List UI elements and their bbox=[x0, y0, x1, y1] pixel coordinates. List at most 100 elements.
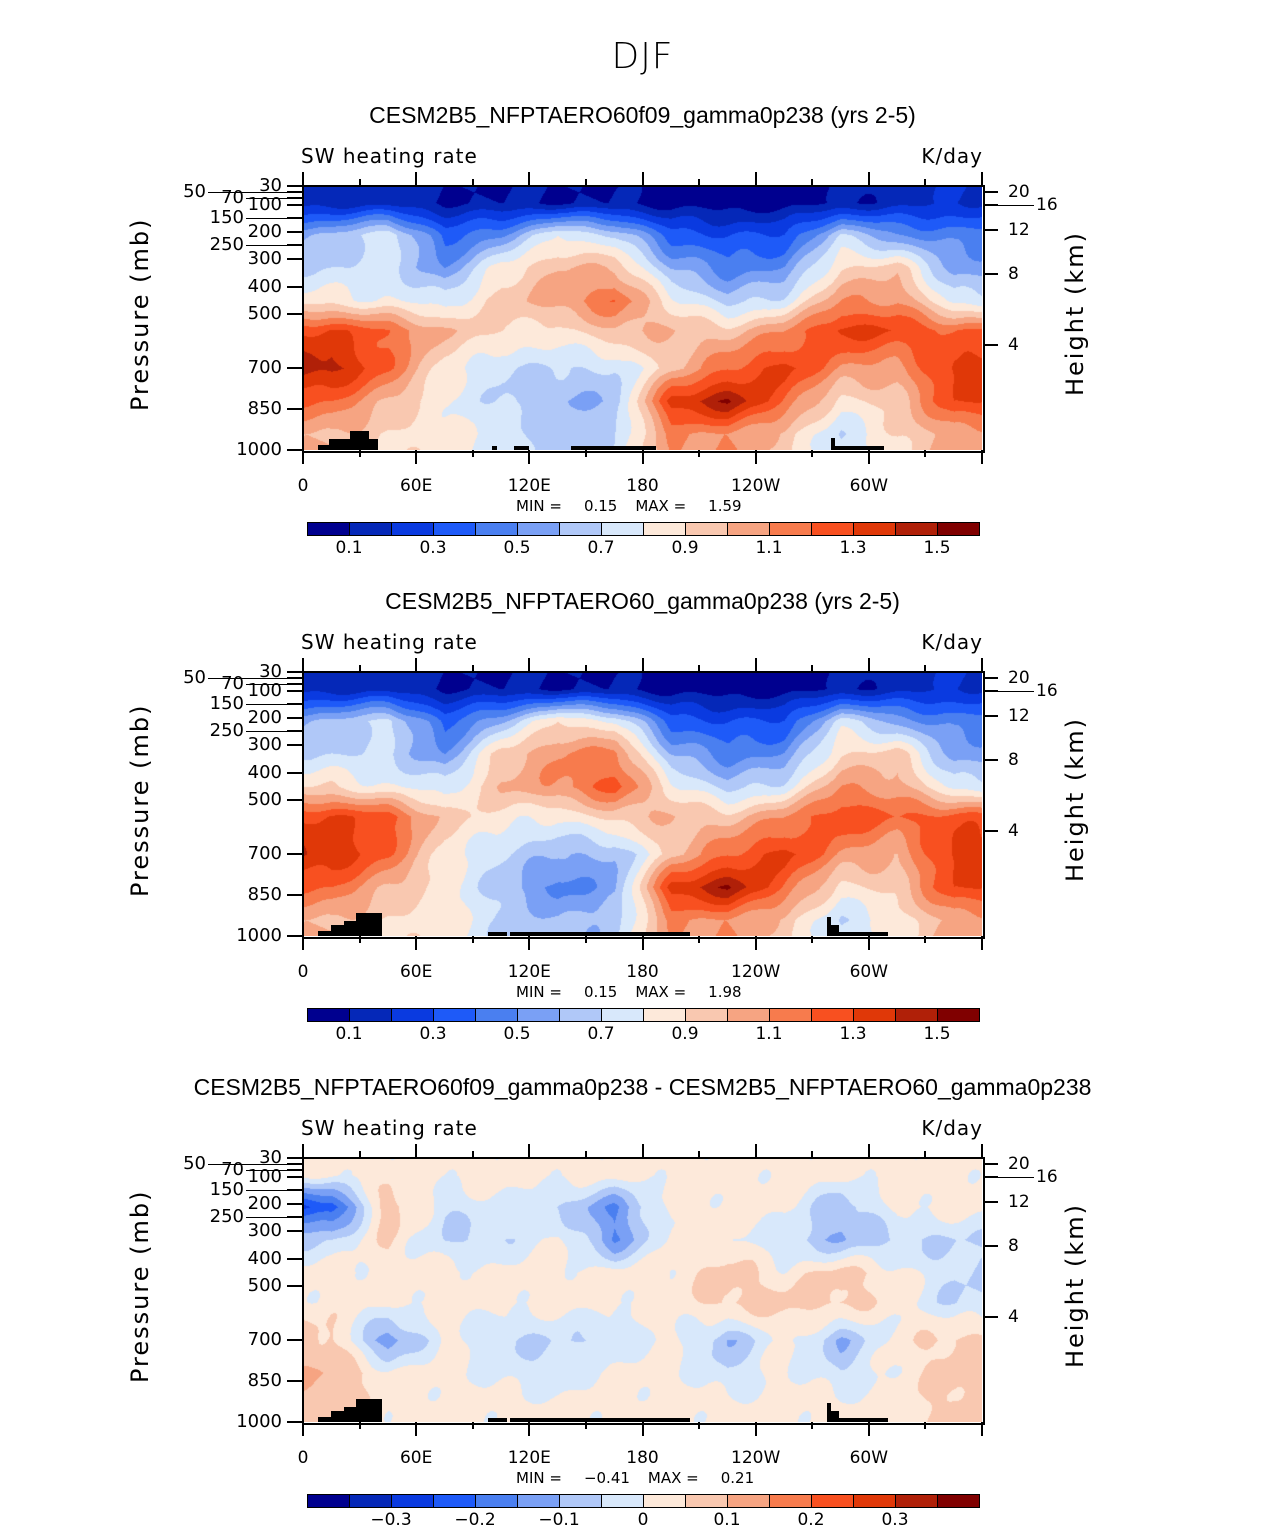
y-right-tick-label: 20 bbox=[1008, 1154, 1030, 1174]
y-tick-leader bbox=[246, 1217, 287, 1218]
y-tick-label: 70 bbox=[221, 1159, 244, 1180]
colorbar-swatch bbox=[896, 1009, 938, 1021]
colorbar-label: 1.3 bbox=[839, 538, 867, 558]
y-tick-label: 200 bbox=[247, 221, 282, 242]
y-right-tick-label: 4 bbox=[1008, 821, 1019, 841]
y-right-tick bbox=[983, 273, 998, 275]
x-tick-top bbox=[698, 179, 701, 186]
x-tick-top bbox=[415, 1144, 418, 1158]
x-tick-top bbox=[698, 1151, 701, 1158]
colorbar-label: −0.1 bbox=[538, 1510, 580, 1530]
x-tick-top bbox=[867, 172, 870, 186]
y-tick-label: 30 bbox=[259, 1147, 282, 1168]
plot-area bbox=[303, 672, 982, 936]
x-tick-bottom bbox=[867, 1422, 870, 1436]
x-tick-top bbox=[867, 658, 870, 672]
y-tick-label: 50 bbox=[183, 181, 206, 202]
y-tick-label: 150 bbox=[209, 207, 244, 228]
x-tick-top bbox=[641, 1144, 644, 1158]
x-tick-label: 60W bbox=[849, 962, 889, 982]
colorbar-label: 0.9 bbox=[671, 538, 699, 558]
y-tick-label: 500 bbox=[247, 303, 282, 324]
x-tick-top bbox=[358, 179, 361, 186]
y-tick bbox=[287, 1216, 302, 1218]
colorbar-label: −0.3 bbox=[370, 1510, 412, 1530]
y-tick-label: 50 bbox=[183, 1153, 206, 1174]
x-tick-bottom bbox=[754, 450, 757, 464]
max-value: 0.21 bbox=[720, 1469, 755, 1487]
y-right-tick bbox=[983, 1176, 998, 1178]
y-right-tick-leader bbox=[998, 205, 1034, 206]
colorbar-swatch bbox=[896, 523, 938, 535]
y-tick bbox=[287, 717, 302, 719]
x-tick-bottom bbox=[698, 1422, 701, 1429]
y-tick-leader bbox=[246, 704, 287, 705]
y-tick bbox=[287, 1203, 302, 1205]
x-tick-bottom bbox=[924, 450, 927, 457]
y-tick-label: 150 bbox=[209, 693, 244, 714]
x-tick-label: 120E bbox=[507, 476, 551, 496]
y-tick bbox=[287, 185, 302, 187]
colorbar-swatch bbox=[350, 1009, 392, 1021]
y-tick bbox=[287, 258, 302, 260]
y-tick bbox=[287, 1421, 302, 1423]
x-tick-label: 60E bbox=[399, 476, 433, 496]
y-tick-label: 850 bbox=[247, 1370, 282, 1391]
y-tick bbox=[287, 1163, 302, 1165]
y-tick-label: 70 bbox=[221, 187, 244, 208]
topography-mask bbox=[838, 1417, 888, 1422]
y-tick bbox=[287, 408, 302, 410]
y-right-tick-label: 12 bbox=[1008, 706, 1030, 726]
colorbar bbox=[307, 1494, 980, 1508]
y-tick bbox=[287, 204, 302, 206]
y-tick-label: 700 bbox=[247, 1329, 282, 1350]
x-tick-label: 60W bbox=[849, 476, 889, 496]
min-value: 0.15 bbox=[583, 983, 618, 1001]
min-label: MIN = bbox=[516, 983, 562, 1001]
y-right-tick-label: 12 bbox=[1008, 1192, 1030, 1212]
x-tick-label: 60E bbox=[399, 1448, 433, 1468]
topography-mask bbox=[831, 925, 839, 936]
x-tick-top bbox=[358, 1151, 361, 1158]
y-tick bbox=[287, 1339, 302, 1341]
x-tick-top bbox=[584, 179, 587, 186]
x-tick-label: 120E bbox=[507, 1448, 551, 1468]
y-tick bbox=[287, 1285, 302, 1287]
y-right-tick bbox=[983, 677, 998, 679]
x-tick-bottom bbox=[698, 450, 701, 457]
panel-title: CESM2B5_NFPTAERO60f09_gamma0p238 - CESM2… bbox=[193, 1074, 1092, 1100]
x-tick-bottom bbox=[641, 1422, 644, 1436]
colorbar-label: 1.1 bbox=[755, 1024, 783, 1044]
x-tick-top bbox=[302, 1144, 304, 1158]
y-right-tick bbox=[983, 1316, 998, 1318]
y-tick-label: 400 bbox=[247, 762, 282, 783]
x-tick-bottom bbox=[358, 450, 361, 457]
y-axis-title: Pressure (mb) bbox=[126, 217, 154, 411]
x-tick-top bbox=[698, 665, 701, 672]
min-label: MIN = bbox=[516, 1469, 562, 1487]
topography-mask bbox=[331, 925, 345, 936]
x-tick-bottom bbox=[471, 450, 474, 457]
y-tick-leader bbox=[208, 192, 287, 193]
contour-field bbox=[303, 186, 982, 450]
y-tick-label: 1000 bbox=[236, 1411, 282, 1432]
y-tick bbox=[287, 217, 302, 219]
y-tick bbox=[287, 1157, 302, 1159]
colorbar-swatch bbox=[896, 1495, 938, 1507]
y-tick bbox=[287, 1258, 302, 1260]
y-right-tick bbox=[983, 1245, 998, 1247]
x-tick-top bbox=[924, 665, 927, 672]
y-right-tick bbox=[983, 715, 998, 717]
variable-label: SW heating rate bbox=[301, 144, 478, 168]
x-tick-bottom bbox=[302, 1422, 304, 1436]
y-tick bbox=[287, 703, 302, 705]
y-right-tick-leader bbox=[998, 691, 1034, 692]
x-tick-top bbox=[584, 1151, 587, 1158]
max-label: MAX = bbox=[635, 497, 687, 515]
colorbar-swatch bbox=[770, 523, 812, 535]
y-tick bbox=[287, 853, 302, 855]
y-right-tick-label: 16 bbox=[1036, 195, 1058, 215]
min-label: MIN = bbox=[516, 497, 562, 515]
y-right-tick-leader bbox=[998, 1177, 1034, 1178]
colorbar-swatch bbox=[392, 1009, 434, 1021]
